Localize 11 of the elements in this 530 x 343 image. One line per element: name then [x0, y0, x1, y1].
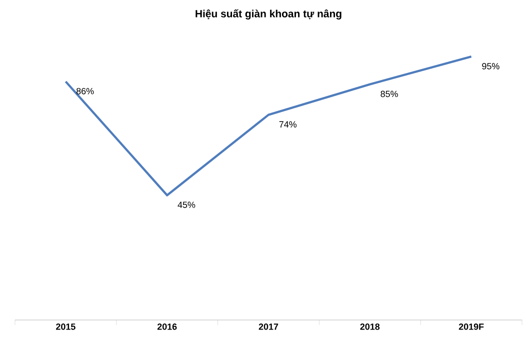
data-label: 45%	[178, 202, 196, 208]
data-label: 85%	[380, 90, 398, 98]
x-tick-label: 2015	[56, 324, 76, 330]
chart-title: Hiệu suất giàn khoan tự nâng	[196, 9, 342, 20]
x-tick-label: 2018	[360, 324, 380, 330]
data-label: 95%	[482, 63, 500, 70]
x-tick-label: 2019F	[458, 324, 484, 330]
x-tick-label: 2016	[157, 324, 177, 330]
x-tick-label: 2017	[258, 324, 278, 330]
data-label: 74%	[279, 121, 297, 128]
data-label: 86%	[76, 88, 94, 94]
